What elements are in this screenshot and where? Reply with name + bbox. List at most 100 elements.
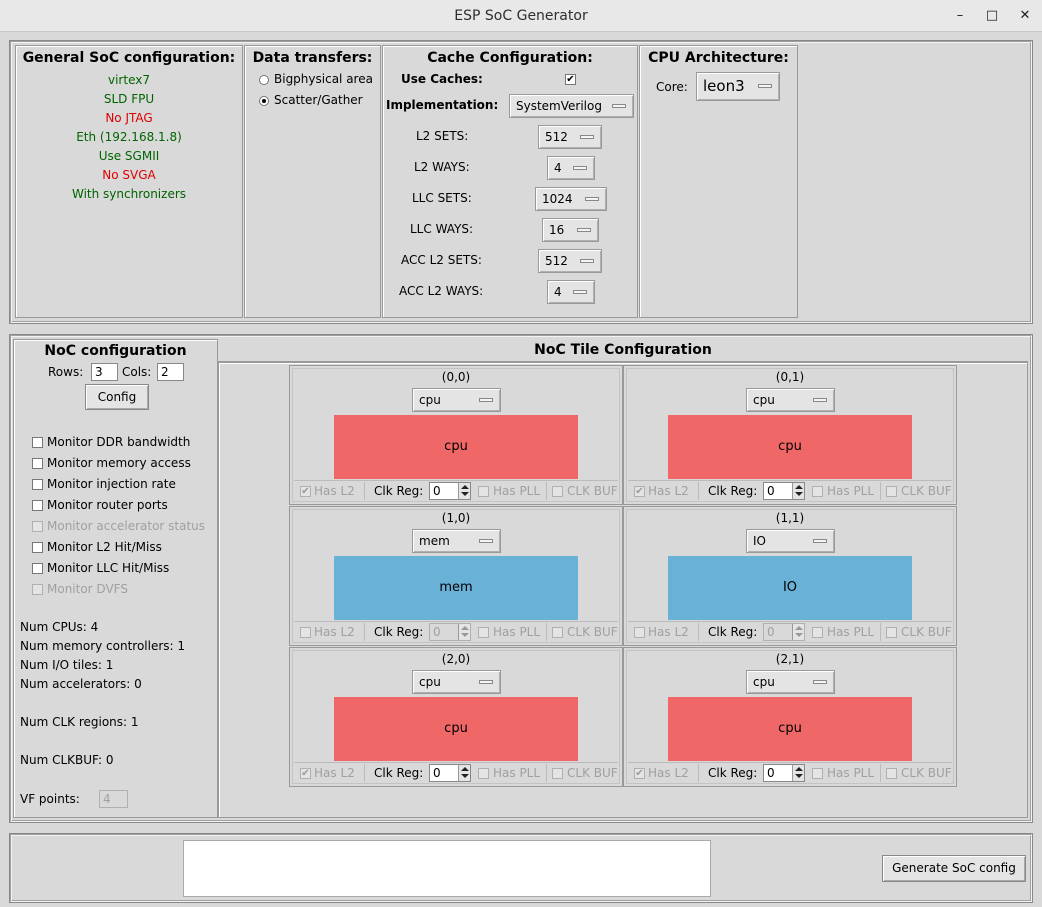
soc-config-frame — [9, 40, 1033, 324]
llc-ways-value: 16 — [549, 223, 565, 237]
clk-reg-label: Clk Reg: — [708, 625, 758, 639]
has-l2-checkbox[interactable]: ✔ — [300, 768, 311, 779]
implementation-value: SystemVerilog — [516, 99, 602, 113]
clk-buf-label: CLK BUF — [567, 625, 618, 639]
monitor-checkbox[interactable] — [32, 458, 43, 469]
monitor-checkbox-label: Monitor injection rate — [47, 477, 176, 491]
monitor-checkbox[interactable] — [32, 521, 43, 532]
tile-type-menu[interactable]: cpu — [746, 670, 835, 694]
clk-buf-label: CLK BUF — [901, 766, 952, 780]
acc-l2-ways-menu[interactable]: 4 — [547, 280, 595, 304]
clk-reg-spinbox[interactable]: 0 — [429, 764, 471, 782]
has-l2-checkbox[interactable]: ✔ — [634, 768, 645, 779]
dropdown-indicator-icon — [580, 135, 594, 139]
clk-reg-value: 0 — [767, 484, 775, 498]
clk-reg-spinbox[interactable]: 0 — [763, 764, 805, 782]
clk-reg-value: 0 — [433, 766, 441, 780]
radio-bigphysical[interactable] — [259, 75, 269, 85]
l2-sets-menu[interactable]: 512 — [538, 125, 602, 149]
monitor-checkbox[interactable] — [32, 542, 43, 553]
has-pll-checkbox[interactable] — [812, 768, 823, 779]
dropdown-indicator-icon — [479, 680, 493, 684]
clk-reg-label: Clk Reg: — [708, 766, 758, 780]
has-l2-checkbox[interactable] — [300, 627, 311, 638]
clk-buf-checkbox[interactable] — [886, 768, 897, 779]
has-l2-checkbox[interactable] — [634, 627, 645, 638]
minimize-icon[interactable]: – — [956, 8, 964, 23]
has-l2-label: Has L2 — [648, 766, 689, 780]
core-menu[interactable]: leon3 — [696, 72, 780, 101]
has-pll-checkbox[interactable] — [812, 627, 823, 638]
clk-buf-checkbox[interactable] — [886, 627, 897, 638]
acc-l2-sets-menu[interactable]: 512 — [538, 249, 602, 273]
llc-ways-menu[interactable]: 16 — [542, 218, 599, 242]
general-config-item: SLD FPU — [103, 92, 155, 106]
clk-buf-checkbox[interactable] — [886, 486, 897, 497]
clk-reg-spinbox[interactable]: 0 — [429, 623, 471, 641]
rows-input[interactable]: 3 — [91, 363, 118, 381]
clk-buf-checkbox[interactable] — [552, 486, 563, 497]
noc-tile-header: NoC Tile Configuration — [218, 339, 1028, 362]
has-l2-label: Has L2 — [314, 484, 355, 498]
cols-input[interactable]: 2 — [157, 363, 184, 381]
dropdown-indicator-icon — [479, 539, 493, 543]
has-pll-checkbox[interactable] — [478, 627, 489, 638]
tile-type-menu[interactable]: cpu — [412, 388, 501, 412]
config-button[interactable]: Config — [85, 384, 149, 410]
has-l2-label: Has L2 — [314, 625, 355, 639]
noc-config-panel: NoC configuration Rows: 3 Cols: 2 Config… — [13, 339, 218, 818]
clk-reg-label: Clk Reg: — [374, 484, 424, 498]
dropdown-indicator-icon — [573, 290, 587, 294]
has-pll-checkbox[interactable] — [812, 486, 823, 497]
close-icon[interactable]: ✕ — [1019, 8, 1031, 23]
dropdown-indicator-icon — [479, 398, 493, 402]
has-pll-checkbox[interactable] — [478, 486, 489, 497]
implementation-menu[interactable]: SystemVerilog — [509, 94, 634, 118]
use-caches-label: Use Caches: — [401, 72, 483, 86]
has-pll-label: Has PLL — [493, 484, 541, 498]
tile-options: ✔ Has L2 Clk Reg: 0 Has PLL CLK BUF — [294, 762, 618, 783]
tile-type-menu[interactable]: cpu — [412, 670, 501, 694]
cache-config-panel: Cache Configuration: Use Caches: ✔ Imple… — [382, 45, 638, 318]
dropdown-indicator-icon — [580, 259, 594, 263]
maximize-icon[interactable]: □ — [985, 8, 999, 23]
monitor-checkbox[interactable] — [32, 584, 43, 595]
clk-reg-spinbox[interactable]: 0 — [429, 482, 471, 500]
tile-type-box: cpu — [334, 415, 578, 479]
monitor-checkbox[interactable] — [32, 479, 43, 490]
data-transfers-panel: Data transfers: Bigphysical area Scatter… — [244, 45, 381, 318]
clk-reg-spinbox[interactable]: 0 — [763, 623, 805, 641]
monitor-checkbox[interactable] — [32, 563, 43, 574]
spinbox-arrows-icon[interactable] — [458, 483, 470, 499]
tile-type-menu[interactable]: cpu — [746, 388, 835, 412]
tile-coordinate: (1,0) — [441, 511, 471, 525]
spinbox-arrows-icon[interactable] — [792, 765, 804, 781]
has-l2-checkbox[interactable]: ✔ — [300, 486, 311, 497]
monitor-checkbox[interactable] — [32, 437, 43, 448]
tile-type-menu[interactable]: IO — [746, 529, 835, 553]
spinbox-arrows-icon[interactable] — [792, 624, 804, 640]
spinbox-arrows-icon[interactable] — [458, 765, 470, 781]
bottom-frame — [9, 833, 1033, 903]
use-caches-checkbox[interactable]: ✔ — [565, 74, 576, 85]
radio-scatter-gather[interactable] — [259, 96, 269, 106]
clk-buf-checkbox[interactable] — [552, 627, 563, 638]
has-pll-checkbox[interactable] — [478, 768, 489, 779]
clk-buf-label: CLK BUF — [567, 484, 618, 498]
has-l2-label: Has L2 — [648, 625, 689, 639]
spinbox-arrows-icon[interactable] — [792, 483, 804, 499]
spinbox-arrows-icon[interactable] — [458, 624, 470, 640]
monitor-checkbox-label: Monitor L2 Hit/Miss — [47, 540, 162, 554]
llc-sets-menu[interactable]: 1024 — [535, 187, 607, 211]
monitor-checkbox[interactable] — [32, 500, 43, 511]
generate-soc-config-button[interactable]: Generate SoC config — [882, 855, 1026, 882]
vf-points-label: VF points: — [20, 792, 80, 806]
clk-reg-spinbox[interactable]: 0 — [763, 482, 805, 500]
has-l2-checkbox[interactable]: ✔ — [634, 486, 645, 497]
num-clk-regions: Num CLK regions: 1 — [20, 715, 139, 729]
vf-points-input[interactable]: 4 — [99, 790, 128, 808]
l2-ways-menu[interactable]: 4 — [547, 156, 595, 180]
tile-type-menu[interactable]: mem — [412, 529, 501, 553]
general-config-heading: General SoC configuration: — [22, 50, 236, 66]
clk-buf-checkbox[interactable] — [552, 768, 563, 779]
